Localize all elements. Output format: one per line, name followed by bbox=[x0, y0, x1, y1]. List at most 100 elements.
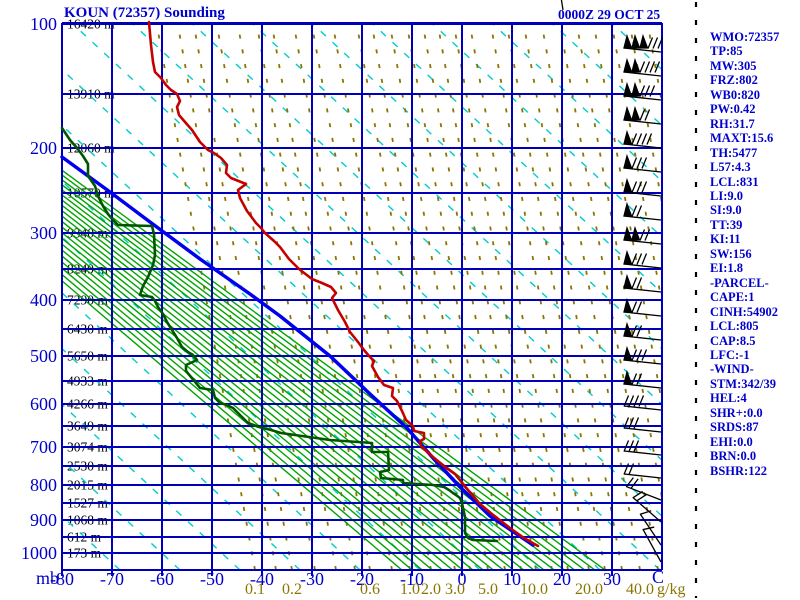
pressure-label: 600 bbox=[30, 394, 57, 414]
index-line: FRZ:802 bbox=[710, 73, 758, 88]
wind-barb bbox=[623, 81, 662, 101]
index-line: MW:305 bbox=[710, 58, 757, 73]
index-line: CAPE:1 bbox=[710, 290, 755, 305]
wind-barb bbox=[623, 345, 662, 365]
pressure-label: 900 bbox=[30, 510, 57, 530]
temperature-label: -40 bbox=[250, 569, 274, 589]
wind-barb bbox=[642, 526, 662, 563]
temperature-label: -80 bbox=[50, 569, 74, 589]
index-line: LFC:-1 bbox=[710, 347, 750, 362]
pressure-temperature-grid bbox=[61, 22, 663, 576]
mixing-ratio-label: 0.1 bbox=[245, 581, 265, 598]
pressure-label: 200 bbox=[30, 138, 57, 158]
temperature-label: -20 bbox=[350, 569, 374, 589]
index-line: SW:156 bbox=[710, 246, 752, 261]
wind-barb bbox=[623, 249, 662, 269]
valid-time-label: 0000Z 29 OCT 25 bbox=[558, 7, 661, 22]
mixing-ratio-unit-label: g/kg bbox=[657, 581, 685, 598]
pressure-label: 1000 bbox=[21, 543, 57, 563]
wind-barb bbox=[556, 0, 564, 11]
index-line: SI:9.0 bbox=[710, 203, 742, 218]
index-line: LI:9.0 bbox=[710, 188, 743, 203]
pressure-label: 500 bbox=[30, 346, 57, 366]
pressure-label: 700 bbox=[30, 437, 57, 457]
index-line: KI:11 bbox=[710, 232, 741, 247]
index-line: -WIND- bbox=[710, 362, 754, 377]
wind-barb bbox=[639, 510, 662, 546]
mixing-ratio-label: 3.0 bbox=[445, 581, 465, 598]
temperature-label: -60 bbox=[150, 569, 174, 589]
wind-barb bbox=[623, 273, 662, 293]
mixing-ratio-label: 1.0 bbox=[400, 581, 420, 598]
wind-barb bbox=[623, 153, 662, 173]
wind-barb bbox=[623, 201, 662, 221]
temperature-label: -10 bbox=[400, 569, 424, 589]
index-line: RH:31.7 bbox=[710, 116, 755, 131]
wind-barb bbox=[623, 395, 662, 411]
temperature-label: -70 bbox=[100, 569, 124, 589]
page-title: KOUN (72357) Sounding bbox=[64, 5, 225, 21]
mixing-ratio-label: 2.0 bbox=[421, 581, 441, 598]
pressure-label: 100 bbox=[30, 14, 57, 34]
index-line: WMO:72357 bbox=[710, 30, 780, 44]
index-line: MAXT:15.6 bbox=[710, 131, 774, 146]
index-line: LCL:831 bbox=[710, 174, 759, 189]
index-line: LCL:805 bbox=[710, 319, 759, 334]
index-line: SRDS:87 bbox=[710, 420, 759, 435]
wind-barb bbox=[623, 440, 662, 456]
pressure-axis-labels: 100 200 300 400 500 600 700 800 900 1000 mb bbox=[21, 14, 59, 588]
wind-barb bbox=[623, 321, 662, 341]
wind-barb bbox=[625, 477, 662, 501]
wind-barb bbox=[623, 57, 662, 77]
temperature-label: 0 bbox=[458, 569, 467, 589]
index-line: -PARCEL- bbox=[710, 275, 769, 290]
wind-barb bbox=[623, 177, 662, 197]
wind-barb bbox=[623, 369, 662, 389]
pressure-label: 800 bbox=[30, 475, 57, 495]
index-line: PW:0.42 bbox=[710, 102, 756, 117]
index-line: TT:39 bbox=[710, 217, 743, 232]
indices-panel: WMO:72357 TP:85 MW:305 FRZ:802 WB0:820 PW:0.4… bbox=[710, 30, 779, 478]
wind-barb bbox=[623, 129, 662, 149]
wind-barb bbox=[623, 417, 662, 433]
dewpoint-trace bbox=[60, 126, 499, 543]
index-line: EHI:0.0 bbox=[710, 434, 753, 449]
pressure-label: 300 bbox=[30, 223, 57, 243]
index-line: TH:5477 bbox=[710, 145, 758, 160]
index-line: EI:1.8 bbox=[710, 261, 743, 276]
index-line: TP:85 bbox=[710, 44, 743, 59]
mixing-ratio-label: 5.0 bbox=[478, 581, 498, 598]
wind-barb bbox=[623, 463, 662, 479]
index-line: BRN:0.0 bbox=[710, 449, 757, 464]
mixing-ratio-label: 0.2 bbox=[282, 581, 302, 598]
index-line: CINH:54902 bbox=[710, 304, 779, 319]
temperature-unit-label: C bbox=[652, 567, 664, 587]
index-line: STM:342/39 bbox=[710, 376, 776, 391]
mixing-ratio-label: 10.0 bbox=[520, 581, 548, 598]
index-line: BSHR:122 bbox=[710, 463, 767, 478]
wind-barbs bbox=[556, 0, 664, 563]
index-line: SHR+:0.0 bbox=[710, 405, 763, 420]
wind-barb bbox=[623, 33, 664, 53]
mixing-ratio-label: 40.0 bbox=[626, 581, 654, 598]
temperature-label: 30 bbox=[603, 569, 621, 589]
mixing-ratio-labels: 0.1 0.2 0.6 1.0 2.0 3.0 5.0 10.0 20.0 40.0 g/kg bbox=[245, 581, 685, 598]
index-line: L57:4.3 bbox=[710, 160, 751, 175]
temperature-trace bbox=[147, 20, 540, 548]
wind-barb bbox=[623, 105, 662, 125]
temperature-label: 10 bbox=[503, 569, 521, 589]
mixing-ratio-label: 20.0 bbox=[575, 581, 603, 598]
index-line: CAP:8.5 bbox=[710, 333, 756, 348]
pressure-unit-label: mb bbox=[36, 568, 59, 588]
mixing-ratio-label: 0.6 bbox=[360, 581, 380, 598]
wind-barb bbox=[632, 490, 662, 523]
parcel-trace bbox=[60, 155, 535, 547]
wind-barb bbox=[623, 297, 662, 317]
index-line: WB0:820 bbox=[710, 87, 760, 102]
temperature-label: -30 bbox=[300, 569, 324, 589]
temperature-label: 20 bbox=[553, 569, 571, 589]
pressure-label: 400 bbox=[30, 290, 57, 310]
